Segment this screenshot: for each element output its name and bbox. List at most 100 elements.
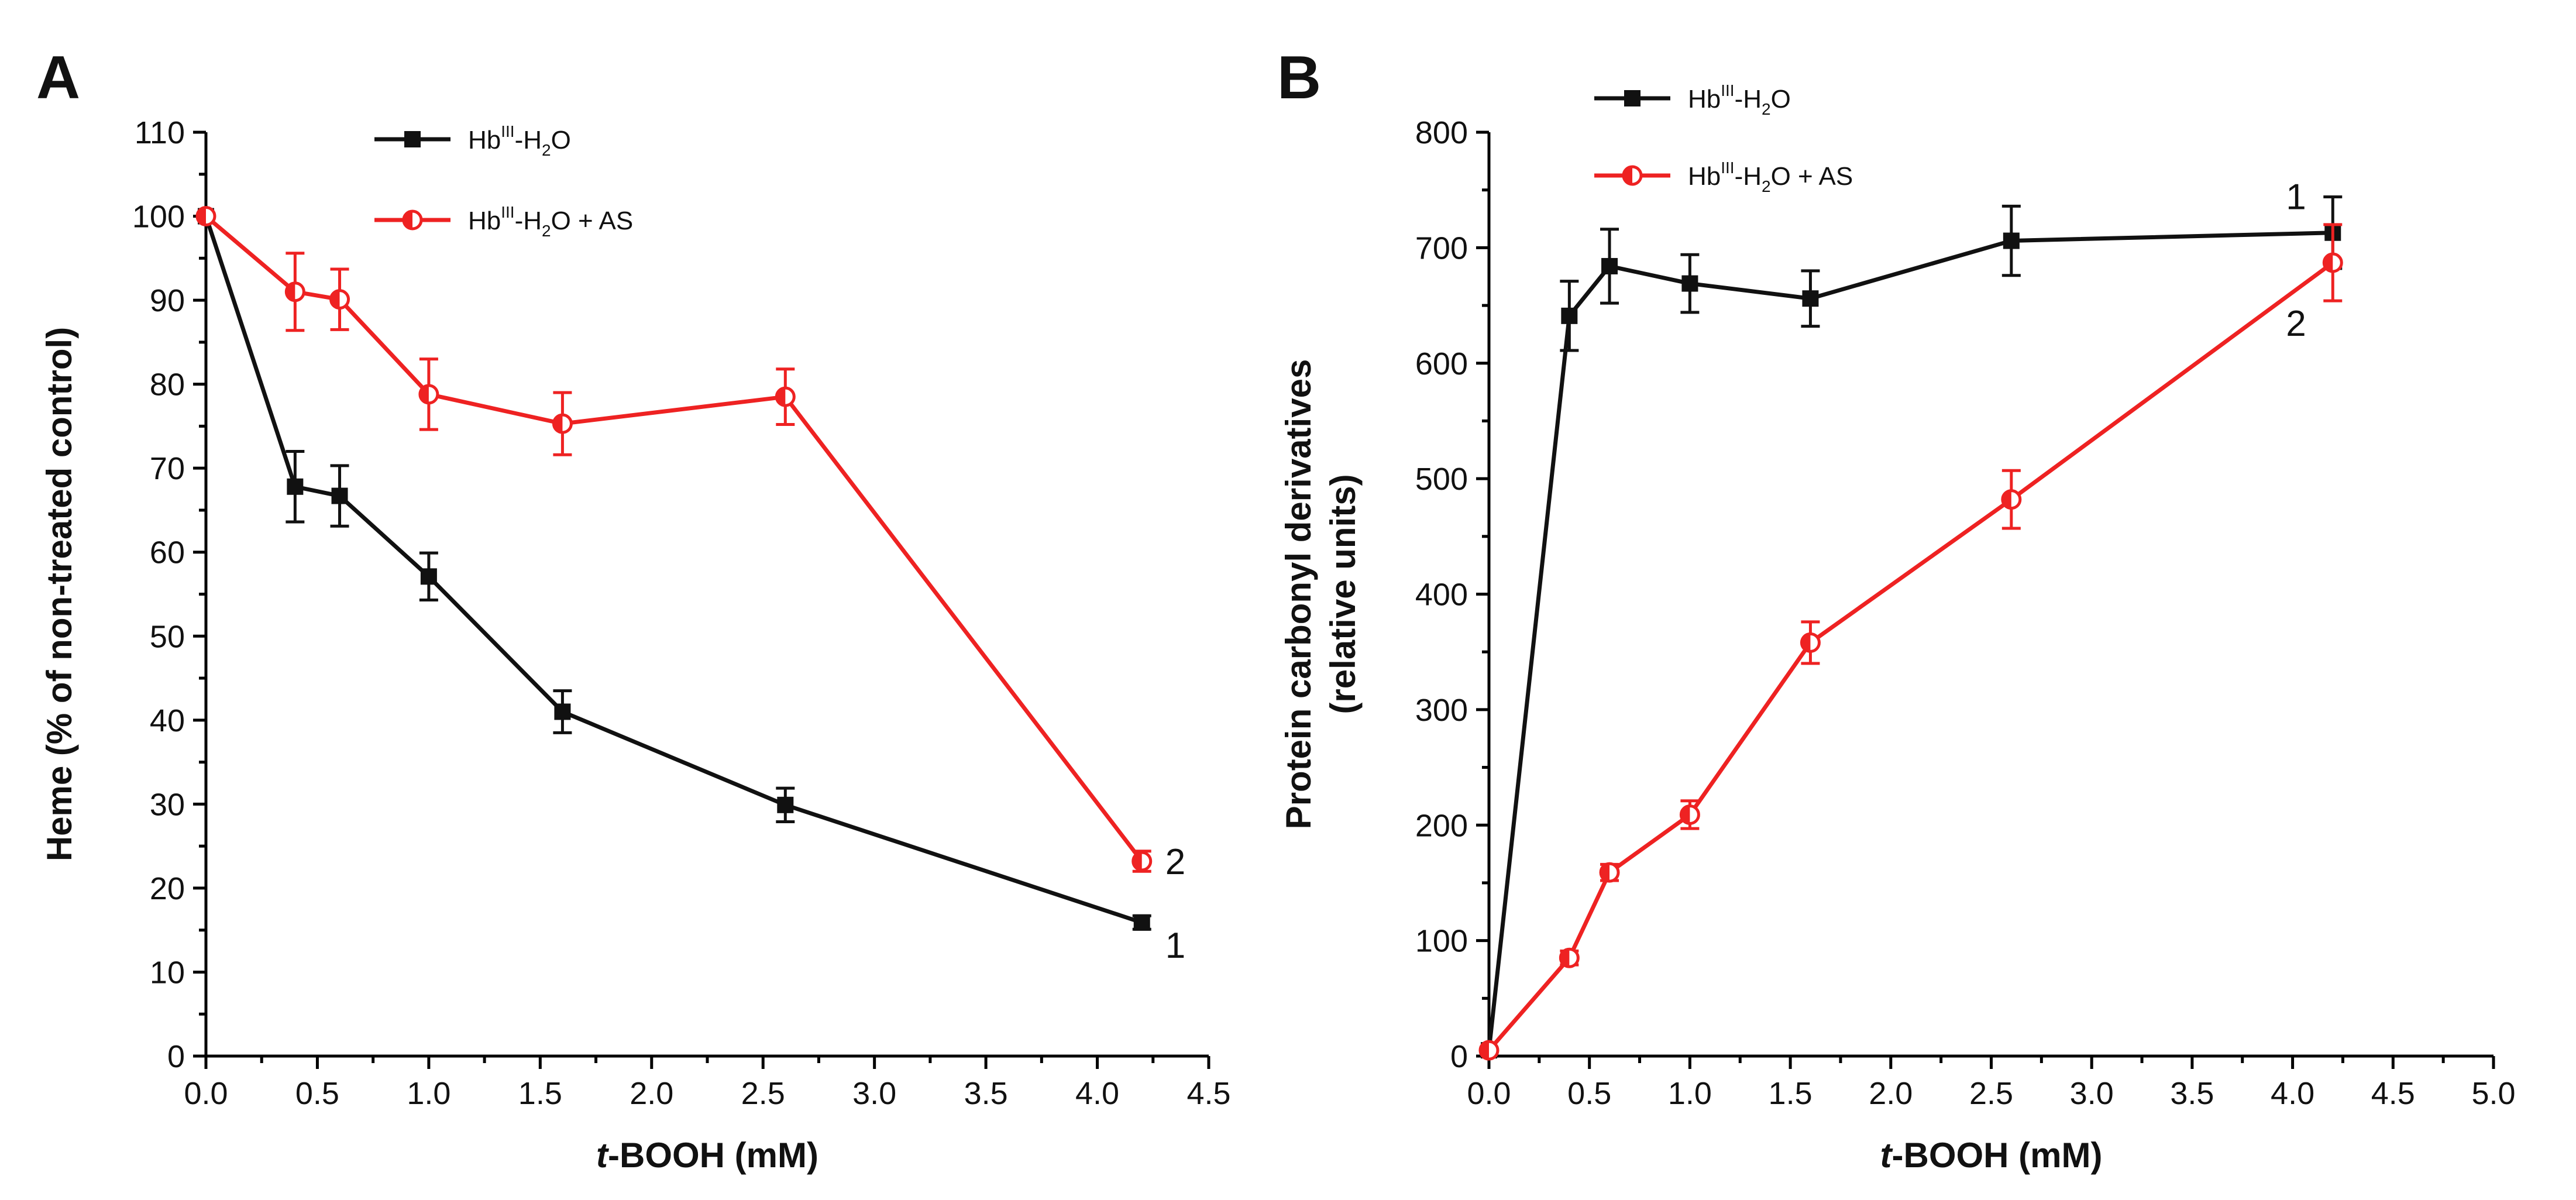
- legend-mid: -H: [1735, 162, 1762, 191]
- legend-base: Hb: [1688, 162, 1721, 191]
- data-point: [287, 478, 304, 495]
- marker-half-fill: [1681, 806, 1690, 824]
- series-1: 1: [198, 208, 1185, 966]
- y-tick-label: 200: [1415, 808, 1468, 843]
- marker-half-fill: [404, 211, 412, 229]
- y-tick-label: 60: [150, 535, 185, 570]
- y-tick-label: 100: [132, 200, 185, 235]
- x-tick-label: 0.5: [1567, 1076, 1611, 1111]
- legend-tail: O: [1771, 85, 1791, 114]
- panel-a: A 0.0 0.5 1.0 1.5 2.0 2.5 3.0 3.5 4.0 4.5 0 10 20 30 40…: [36, 44, 1231, 1175]
- y-tick-label: 80: [150, 367, 185, 403]
- data-point: [1679, 804, 1700, 825]
- marker-half-fill: [1560, 949, 1570, 967]
- x-tick-label: 0.0: [184, 1076, 228, 1111]
- marker-half-fill: [776, 388, 786, 406]
- legend-marker: [404, 131, 421, 147]
- x-tick-label: 0.5: [295, 1076, 339, 1111]
- data-point: [1131, 851, 1153, 872]
- marker-half-fill: [1480, 1041, 1489, 1060]
- x-tick-label: 4.0: [2271, 1076, 2314, 1111]
- series-line: [1487, 261, 2334, 1052]
- legend-sup: III: [501, 122, 514, 140]
- curve-label: 2: [1165, 842, 1185, 882]
- data-point: [418, 384, 439, 405]
- data-point: [284, 281, 305, 302]
- legend-sup: III: [1721, 81, 1734, 99]
- data-point: [195, 206, 216, 227]
- y-tick-label: 400: [1415, 577, 1468, 613]
- data-point: [2003, 232, 2020, 249]
- legend-label: HbIII-H2O + AS: [468, 203, 633, 240]
- y-tick-label: 30: [150, 787, 185, 822]
- legend-tail: O + AS: [1771, 162, 1853, 191]
- series-1: 1: [1481, 177, 2343, 1059]
- y-tick-label: 600: [1415, 346, 1468, 381]
- marker-half-fill: [331, 290, 340, 308]
- data-point: [2001, 489, 2022, 510]
- legend-entry-1: HbIII-H2O: [1594, 81, 1791, 118]
- y-tick-label: 300: [1415, 693, 1468, 728]
- x-tick-label: 5.0: [2471, 1076, 2515, 1111]
- x-tick-label: 4.0: [1075, 1076, 1119, 1111]
- x-tick-label: 3.0: [852, 1076, 896, 1111]
- marker-half-fill: [419, 385, 429, 403]
- y-tick-label: 40: [150, 703, 185, 738]
- legend-sub: 2: [542, 222, 551, 240]
- x-axis-title: t-BOOH (mM): [1880, 1136, 2103, 1175]
- data-point: [420, 568, 437, 585]
- marker-half-fill: [553, 415, 563, 433]
- x-tick-label: 1.0: [407, 1076, 450, 1111]
- x-tick-label: 2.5: [741, 1076, 785, 1111]
- series-2: 2: [1478, 223, 2343, 1061]
- legend-tail: O + AS: [551, 207, 634, 235]
- curve-label: 1: [1165, 926, 1185, 966]
- legend-marker: [1622, 165, 1643, 186]
- legend-base: Hb: [468, 126, 501, 154]
- y-tick-label: 70: [150, 451, 185, 486]
- legend-entry-2: HbIII-H2O + AS: [374, 203, 633, 240]
- series-line: [204, 214, 1144, 863]
- y-tick-label: 800: [1415, 115, 1468, 150]
- data-point: [1681, 275, 1698, 292]
- y-tick-label: 50: [150, 619, 185, 654]
- x-tick-label: 3.0: [2070, 1076, 2114, 1111]
- marker-half-fill: [1133, 852, 1142, 870]
- legend-sup: III: [1721, 159, 1734, 177]
- legend-mid: -H: [515, 207, 542, 235]
- x-tick-label: 0.0: [1467, 1076, 1511, 1111]
- x-tick-label: 1.5: [1769, 1076, 1813, 1111]
- y-tick-label: 90: [150, 283, 185, 318]
- x-tick-label: 1.0: [1668, 1076, 1712, 1111]
- x-tick-label: 4.5: [2371, 1076, 2415, 1111]
- series-line: [204, 215, 1143, 925]
- legend-base: Hb: [468, 207, 501, 235]
- data-point: [775, 386, 796, 407]
- data-point: [1561, 307, 1578, 324]
- y-tick-label: 100: [1415, 924, 1468, 959]
- marker-half-fill: [1624, 167, 1632, 184]
- legend-sup: III: [501, 203, 514, 221]
- marker-half-fill: [1601, 864, 1610, 882]
- data-point: [1133, 914, 1150, 931]
- curve-label: 1: [2286, 177, 2306, 218]
- x-axis-title: t-BOOH (mM): [596, 1136, 818, 1175]
- legend-entry-2: HbIII-H2O + AS: [1594, 159, 1853, 195]
- y-tick-label: 700: [1415, 231, 1468, 266]
- data-point: [1599, 862, 1620, 883]
- legend-sub: 2: [542, 141, 551, 159]
- panel-letter: B: [1277, 44, 1321, 112]
- y-tick-label: 10: [150, 955, 185, 990]
- marker-half-fill: [2324, 254, 2333, 272]
- data-point: [1800, 632, 1821, 653]
- legend-sub: 2: [1762, 100, 1771, 118]
- y-axis-title: Heme (% of non-treated control): [40, 327, 79, 861]
- x-tick-label: 3.5: [964, 1076, 1008, 1111]
- marker-half-fill: [2002, 490, 2011, 508]
- y-tick-label: 110: [135, 115, 185, 150]
- legend-entry-1: HbIII-H2O: [374, 122, 571, 159]
- y-tick-label: 500: [1415, 462, 1468, 497]
- legend-marker: [402, 209, 423, 231]
- data-point: [552, 413, 573, 434]
- x-axis-title-italic: t: [1880, 1136, 1894, 1175]
